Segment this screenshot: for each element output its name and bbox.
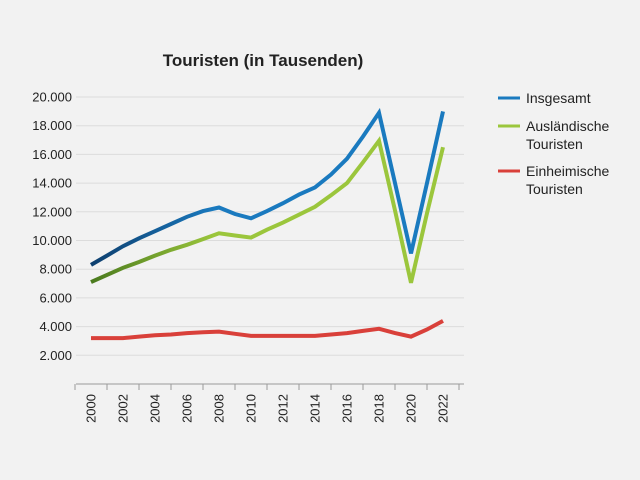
legend-label: Insgesamt (526, 90, 591, 106)
y-tick-label: 20.000 (32, 90, 72, 105)
x-tick-label: 2010 (244, 394, 259, 423)
axes: 2.000 4.000 6.000 8.000 10.000 12.000 14.000 16… (32, 90, 464, 423)
series-line-2 (90, 136, 445, 284)
x-tick-label: 2006 (180, 394, 195, 423)
x-tick-label: 2002 (116, 394, 131, 423)
y-tick-label: 6.000 (39, 290, 72, 305)
x-tick-label: 2004 (148, 394, 163, 423)
y-tick-label: 2.000 (39, 348, 72, 363)
x-tick-label: 2000 (84, 394, 99, 423)
legend-label: Einheimische Touristen (526, 163, 609, 197)
legend-label: Ausländische Touristen (526, 118, 609, 152)
y-tick-label: 14.000 (32, 176, 72, 191)
series-line-1 (89, 107, 445, 267)
series-line-3 (91, 319, 444, 341)
x-tick-label: 2020 (404, 394, 419, 423)
chart-title: Touristen (in Tausenden) (163, 51, 364, 70)
x-tick-label: 2008 (212, 394, 227, 423)
y-tick-label: 12.000 (32, 204, 72, 219)
x-tick-label: 2016 (340, 394, 355, 423)
x-tick-label: 2014 (308, 394, 323, 423)
y-tick-label: 4.000 (39, 319, 72, 334)
x-tick-label: 2022 (436, 394, 451, 423)
legend: Insgesamt Ausländische Touristen Einheimisc… (498, 90, 609, 197)
x-tick-label: 2018 (372, 394, 387, 423)
y-tick-label: 16.000 (32, 147, 72, 162)
series-lines (89, 107, 445, 341)
y-tick-label: 8.000 (39, 262, 72, 277)
y-tick-label: 18.000 (32, 118, 72, 133)
x-tick-label: 2012 (276, 394, 291, 423)
y-tick-label: 10.000 (32, 233, 72, 248)
